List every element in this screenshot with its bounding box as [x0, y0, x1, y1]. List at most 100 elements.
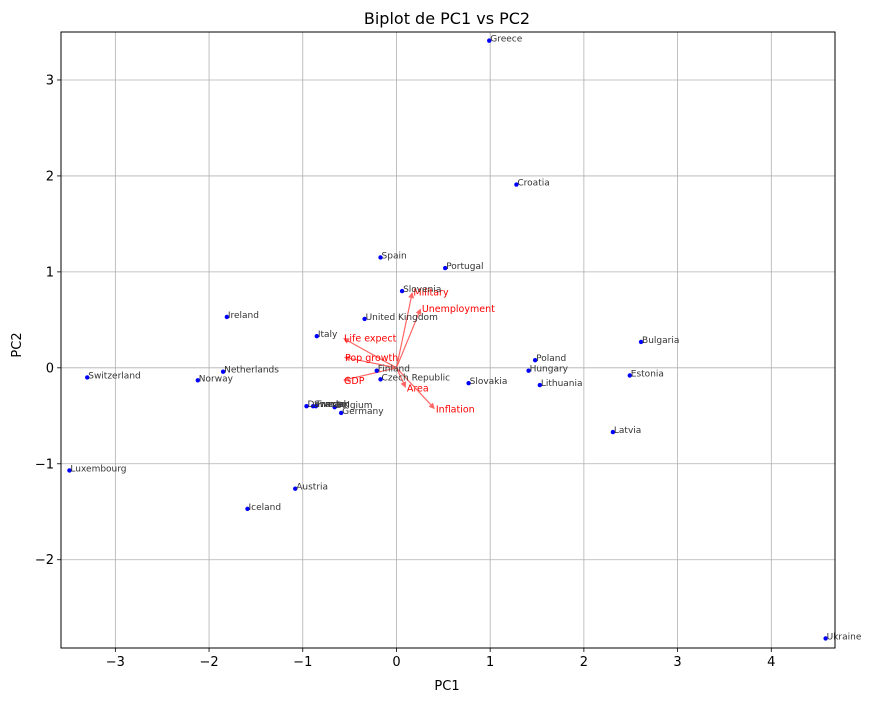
grid-layer — [61, 32, 835, 648]
loading-arrow-shaft — [348, 340, 397, 369]
data-point — [67, 468, 72, 473]
loading-arrow-shaft — [395, 313, 420, 369]
loading-arrow-shaft — [395, 367, 404, 383]
x-tick-label: 2 — [580, 655, 588, 670]
point-label: Spain — [382, 251, 407, 261]
tick-layer: −3 −2 −1 0 1 2 3 4 −2 −1 0 1 2 3 — [35, 73, 776, 670]
loading-arrow-head — [408, 292, 415, 299]
data-point — [245, 506, 250, 512]
loading-arrows: Military Unemployment Life expect Pop growt… — [343, 288, 495, 416]
y-tick-label: 2 — [46, 169, 54, 184]
data-point — [85, 375, 90, 380]
label-layer: Greece Croatia Spain Portugal Slovenia United… — [70, 35, 861, 643]
x-tick-label: −3 — [106, 655, 125, 670]
loading-arrow-shaft — [349, 357, 397, 369]
point-label: Estonia — [631, 370, 664, 380]
point-label: Hungary — [530, 365, 569, 375]
point-label: Croatia — [517, 179, 549, 189]
loading-arrow-shaft — [396, 367, 432, 406]
loading-label: Area — [407, 383, 429, 394]
loading-arrow-shaft — [395, 297, 412, 368]
point-label: Switzerland — [88, 371, 141, 381]
y-tick-label: 0 — [46, 361, 54, 376]
point-label: Bulgaria — [642, 336, 679, 346]
loading-label: Pop growth — [345, 353, 398, 364]
point-label: Slovenia — [403, 285, 441, 295]
point-label: Greece — [490, 35, 522, 45]
loading-arrow-head — [400, 381, 407, 388]
data-point — [378, 377, 383, 382]
x-tick-label: −1 — [293, 655, 312, 670]
x-tick-label: 1 — [486, 655, 494, 670]
point-label: France — [317, 400, 347, 410]
point-label: Denmark — [308, 400, 350, 410]
loading-arrow-head — [415, 308, 422, 316]
data-point — [362, 316, 367, 322]
point-label: Sweden — [314, 400, 350, 410]
point-label: Luxembourg — [70, 464, 126, 474]
loading-arrow-shaft — [348, 367, 397, 380]
x-tick-label: −2 — [199, 655, 218, 670]
loading-label: Unemployment — [422, 304, 495, 315]
point-label: Norway — [199, 374, 234, 384]
x-tick-label: 0 — [392, 655, 400, 670]
point-label: Finland — [378, 365, 410, 375]
point-label: Ukraine — [827, 632, 862, 642]
point-layer — [67, 38, 828, 641]
data-point — [332, 404, 337, 410]
x-tick-label: 3 — [673, 655, 681, 670]
data-point — [293, 486, 298, 491]
data-point — [610, 429, 616, 435]
data-point — [532, 357, 538, 363]
point-label: Portugal — [446, 262, 483, 272]
data-point — [314, 333, 320, 339]
y-tick-label: −1 — [35, 457, 54, 472]
y-axis-label: PC2 — [10, 332, 25, 357]
point-label: Lithuania — [541, 379, 583, 389]
data-point — [195, 378, 201, 383]
point-label: Netherlands — [224, 366, 279, 376]
data-point — [823, 636, 828, 641]
point-label: Belgium — [336, 401, 373, 411]
point-label: Poland — [536, 354, 566, 364]
loading-arrow-head — [343, 376, 350, 382]
loading-arrow-head — [343, 355, 351, 362]
loading-label: Inflation — [436, 405, 475, 416]
x-tick-label: 4 — [767, 655, 775, 670]
point-label: Germany — [342, 407, 384, 417]
point-label: Italy — [318, 330, 338, 340]
data-point — [399, 288, 405, 294]
plot-frame — [60, 31, 836, 649]
point-label: Latvia — [614, 426, 641, 436]
data-point — [638, 339, 644, 345]
data-point — [220, 369, 226, 374]
data-point — [374, 368, 379, 373]
y-tick-label: 1 — [46, 265, 54, 280]
data-point — [338, 410, 344, 416]
y-tick-label: 3 — [46, 73, 54, 88]
point-label: Austria — [296, 483, 328, 493]
data-point — [514, 182, 519, 187]
loading-arrow-head — [343, 338, 350, 344]
x-axis-label: PC1 — [434, 679, 459, 694]
data-point — [378, 255, 383, 260]
loading-label: Military — [413, 288, 449, 299]
y-tick-label: −2 — [35, 553, 54, 568]
data-point — [487, 38, 492, 43]
data-point — [466, 380, 471, 386]
data-point — [442, 265, 448, 271]
point-label: Iceland — [248, 503, 281, 513]
data-point — [526, 368, 531, 373]
loading-label: Life expect — [344, 334, 397, 345]
point-label: Slovakia — [470, 377, 508, 387]
data-point — [224, 314, 230, 320]
data-point — [313, 404, 319, 409]
data-point — [537, 382, 543, 388]
point-label: Czech Republic — [382, 373, 451, 383]
data-point — [304, 404, 309, 409]
data-point — [627, 373, 632, 378]
loading-label: GDP — [344, 376, 365, 387]
point-label: Ireland — [228, 311, 259, 321]
chart-title: Biplot de PC1 vs PC2 — [364, 9, 530, 28]
